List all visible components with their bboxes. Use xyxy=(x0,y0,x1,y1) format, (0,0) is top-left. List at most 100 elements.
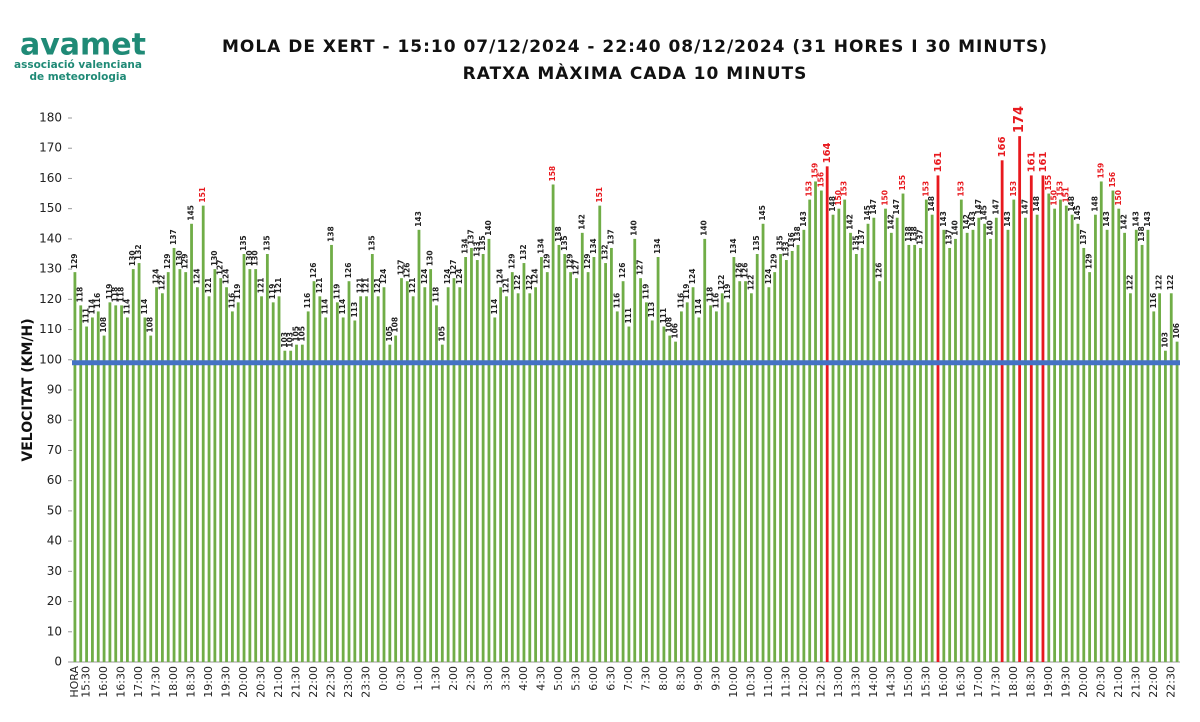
data-label: 142 xyxy=(886,214,895,230)
bar xyxy=(423,287,427,662)
data-label: 127 xyxy=(571,260,580,276)
data-label: 130 xyxy=(128,250,137,266)
data-label: 114 xyxy=(321,299,330,315)
bar xyxy=(201,205,205,662)
data-label: 147 xyxy=(892,199,901,215)
data-label: 116 xyxy=(612,293,621,309)
bar xyxy=(749,293,753,662)
y-tick-label: 20 xyxy=(47,594,62,608)
bar xyxy=(1076,223,1080,662)
bar xyxy=(849,232,852,662)
data-label: 114 xyxy=(122,299,131,315)
y-tick-label: 70 xyxy=(47,443,62,457)
data-label: 129 xyxy=(70,253,79,269)
x-tick-label: 9:30 xyxy=(709,666,722,691)
data-label: 121 xyxy=(408,278,417,294)
bar xyxy=(510,272,514,662)
bar xyxy=(417,229,421,663)
bar xyxy=(901,193,905,663)
bar xyxy=(971,229,975,663)
data-label: 126 xyxy=(735,263,744,279)
data-label: 143 xyxy=(1003,211,1012,227)
data-label: 108 xyxy=(391,317,400,333)
data-label: 145 xyxy=(1073,205,1082,221)
x-tick-label: 14:00 xyxy=(867,666,880,698)
bar xyxy=(814,181,817,662)
data-label: 126 xyxy=(618,263,627,279)
bar xyxy=(254,269,258,662)
x-tick-label: 4:00 xyxy=(517,666,530,691)
data-label: 159 xyxy=(1096,163,1105,179)
y-tick-label: 50 xyxy=(47,503,62,517)
data-label: 126 xyxy=(309,263,318,279)
bar xyxy=(1029,175,1033,662)
data-label: 114 xyxy=(338,299,347,315)
data-label: 153 xyxy=(1009,181,1018,197)
bar xyxy=(283,350,287,662)
bar xyxy=(545,272,549,662)
data-label: 135 xyxy=(851,235,860,251)
data-label: 130 xyxy=(210,250,219,266)
bar xyxy=(726,302,730,662)
data-label: 105 xyxy=(385,326,394,342)
data-label: 138 xyxy=(910,226,919,242)
x-tick-label: 19:00 xyxy=(1042,666,1055,698)
data-label: 132 xyxy=(601,244,610,260)
x-tick-label: 19:30 xyxy=(220,666,233,698)
data-label: 143 xyxy=(1102,211,1111,227)
bar xyxy=(714,311,718,662)
bar xyxy=(108,302,112,662)
data-label: 103 xyxy=(1160,332,1169,348)
bar xyxy=(499,287,503,662)
bar xyxy=(668,335,672,662)
bar xyxy=(860,247,864,662)
y-axis-label: VELOCITAT (KM/H) xyxy=(20,318,36,461)
bar xyxy=(872,217,876,662)
x-tick-label: 2:00 xyxy=(447,666,460,691)
data-label: 133 xyxy=(781,241,790,257)
bar xyxy=(1035,214,1039,662)
x-tick-label: 2:30 xyxy=(464,666,477,691)
data-label: 153 xyxy=(956,181,965,197)
bar xyxy=(1152,311,1156,662)
data-label: 137 xyxy=(466,229,475,245)
data-label: 126 xyxy=(741,263,750,279)
x-tick-label: 6:00 xyxy=(587,666,600,691)
x-tick-label: 7:30 xyxy=(639,666,652,691)
data-label: 132 xyxy=(519,244,528,260)
x-tick-label: 9:00 xyxy=(692,666,705,691)
bar xyxy=(79,305,83,662)
data-label: 134 xyxy=(536,238,545,254)
bar xyxy=(435,305,438,662)
data-label: 121 xyxy=(274,278,283,294)
x-tick-label: 20:30 xyxy=(255,666,268,698)
x-tick-label: 3:30 xyxy=(499,666,512,691)
data-label: 121 xyxy=(501,278,510,294)
bar xyxy=(446,287,450,662)
data-label: 129 xyxy=(566,253,575,269)
bar xyxy=(1041,175,1045,662)
bar xyxy=(808,199,812,662)
bar xyxy=(85,326,88,662)
data-label: 137 xyxy=(915,229,924,245)
x-tick-label: 15:30 xyxy=(919,666,932,698)
bar xyxy=(236,302,240,662)
bar xyxy=(796,244,800,662)
data-label: 151 xyxy=(595,187,604,203)
bar xyxy=(388,344,392,662)
bar xyxy=(755,254,759,662)
bar xyxy=(429,269,433,662)
data-label: 119 xyxy=(723,284,732,300)
bar xyxy=(598,205,602,662)
bar xyxy=(586,272,590,662)
bar xyxy=(300,344,304,662)
x-tick-label: 18:30 xyxy=(1024,666,1037,698)
bar xyxy=(330,244,333,662)
data-label: 143 xyxy=(1131,211,1140,227)
data-label: 161 xyxy=(1026,152,1037,173)
data-label: 118 xyxy=(76,287,85,303)
bar xyxy=(1158,293,1161,662)
x-tick-label: 23:30 xyxy=(359,666,372,698)
bar xyxy=(260,296,263,662)
bar xyxy=(709,305,712,662)
